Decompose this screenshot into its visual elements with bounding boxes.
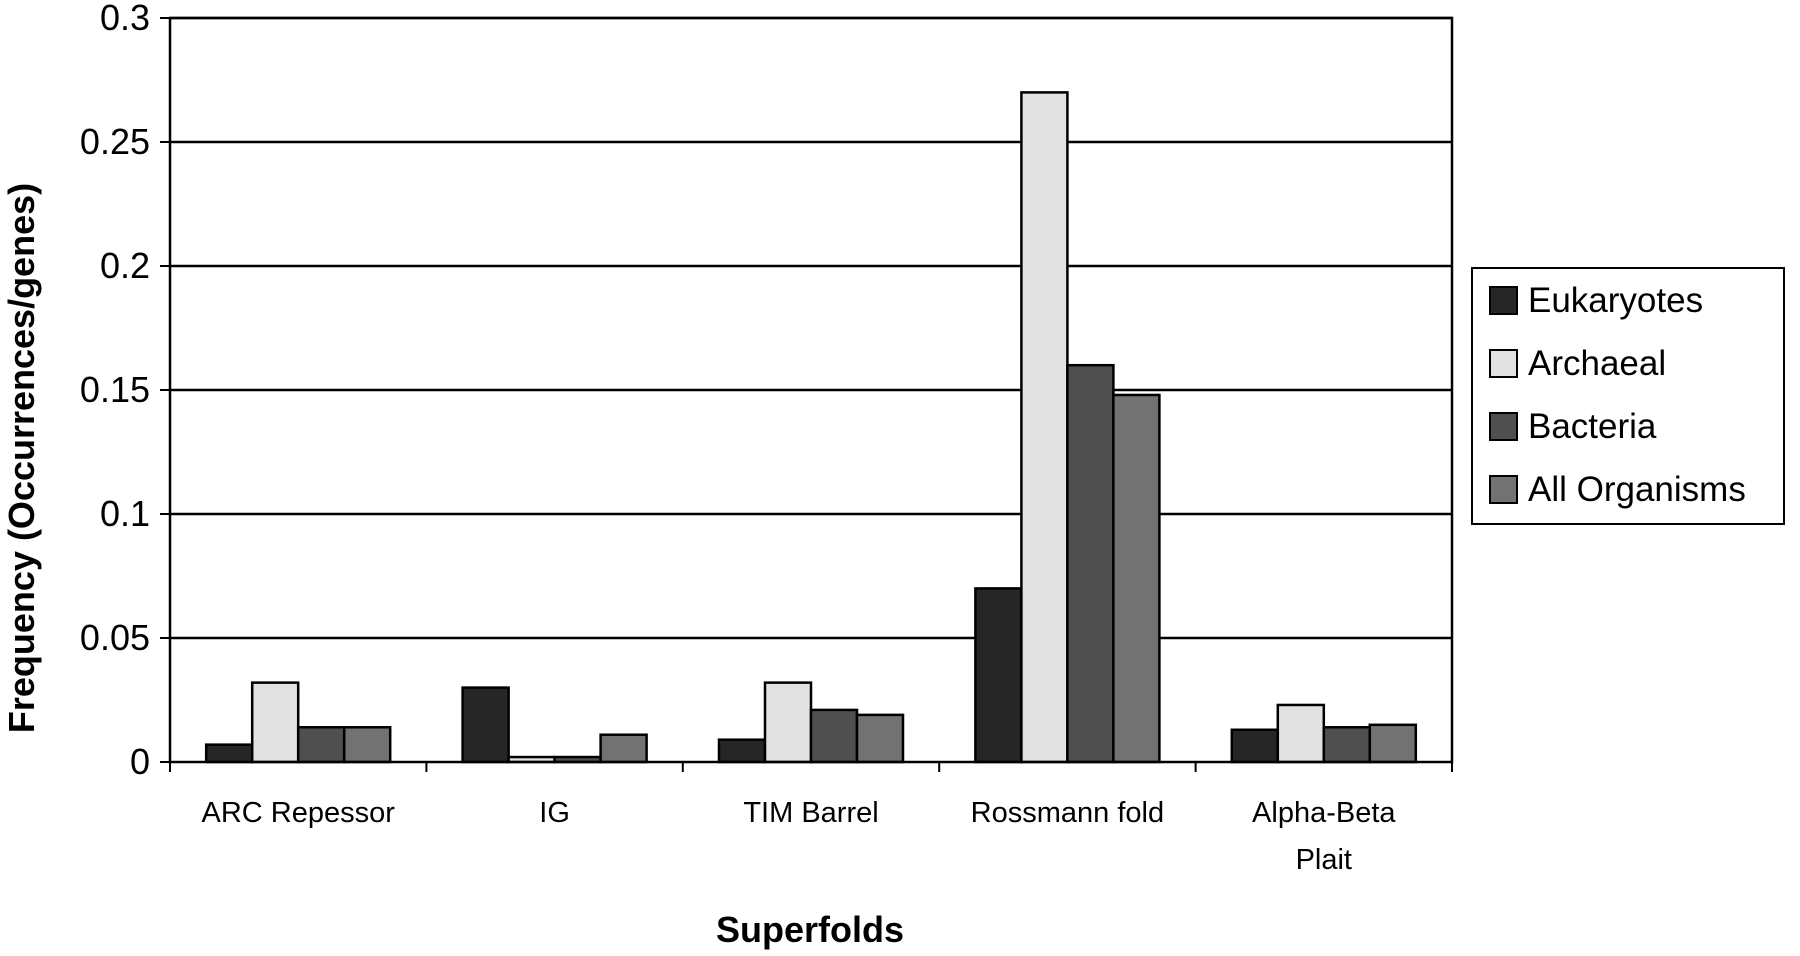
legend-label: Archaeal — [1528, 344, 1666, 383]
x-axis-title: Superfolds — [716, 909, 904, 950]
x-tick-labels: ARC Repessor IG TIM Barrel Rossmann fold Alp… — [201, 797, 1396, 876]
y-tick-labels: 0 0.05 0.1 0.15 0.2 0.25 0.3 — [80, 0, 150, 782]
legend-swatch — [1489, 349, 1518, 378]
bar-all-organisms — [1368, 723, 1418, 764]
gridlines — [170, 16, 1452, 640]
x-tick-label: Plait — [1296, 844, 1352, 876]
bar-archaeal — [1276, 703, 1326, 764]
bar-bacteria — [1066, 363, 1115, 764]
axes — [160, 16, 1454, 772]
legend-swatch — [1489, 286, 1518, 315]
legend: Eukaryotes Archaeal Bacteria All Organisms — [1471, 267, 1785, 525]
x-tick-label: Alpha-Beta — [1252, 797, 1396, 829]
legend-label: Bacteria — [1528, 407, 1657, 446]
bar-all-organisms — [599, 733, 648, 764]
legend-label: All Organisms — [1528, 470, 1746, 509]
x-tick-label: ARC Repessor — [201, 797, 395, 829]
bar-all-organisms — [855, 713, 905, 764]
y-tick-label: 0.25 — [80, 121, 150, 162]
bar-eukaryotes — [1230, 728, 1280, 764]
bar-archaeal — [1020, 91, 1069, 764]
bar-bacteria — [809, 708, 859, 764]
bar-archaeal — [250, 681, 300, 764]
y-tick-label: 0.3 — [100, 0, 150, 38]
bar-all-organisms — [342, 726, 392, 764]
y-axis-title: Frequency (Occurrences/genes) — [1, 183, 42, 733]
bar-bacteria — [1322, 726, 1372, 764]
y-tick-label: 0.05 — [80, 617, 150, 658]
legend-swatch — [1489, 475, 1518, 504]
y-tick-label: 0.2 — [100, 245, 150, 286]
y-tick-label: 0.15 — [80, 369, 150, 410]
bar-archaeal — [763, 681, 813, 764]
legend-box — [1471, 267, 1785, 525]
x-tick-label: TIM Barrel — [743, 797, 878, 829]
y-tick-label: 0.1 — [100, 493, 150, 534]
x-tick-label: IG — [539, 797, 570, 829]
x-tick-label: Rossmann fold — [971, 797, 1164, 829]
legend-label: Eukaryotes — [1528, 281, 1703, 320]
bar-bacteria — [296, 726, 346, 764]
legend-swatch — [1489, 412, 1518, 441]
bars — [204, 91, 1418, 764]
bar-eukaryotes — [974, 587, 1023, 764]
bar-eukaryotes — [461, 686, 510, 764]
bar-eukaryotes — [717, 738, 767, 764]
plot-area-border — [168, 16, 1454, 764]
bar-all-organisms — [1112, 393, 1161, 764]
y-tick-label: 0 — [130, 741, 150, 782]
bar-eukaryotes — [204, 743, 254, 764]
